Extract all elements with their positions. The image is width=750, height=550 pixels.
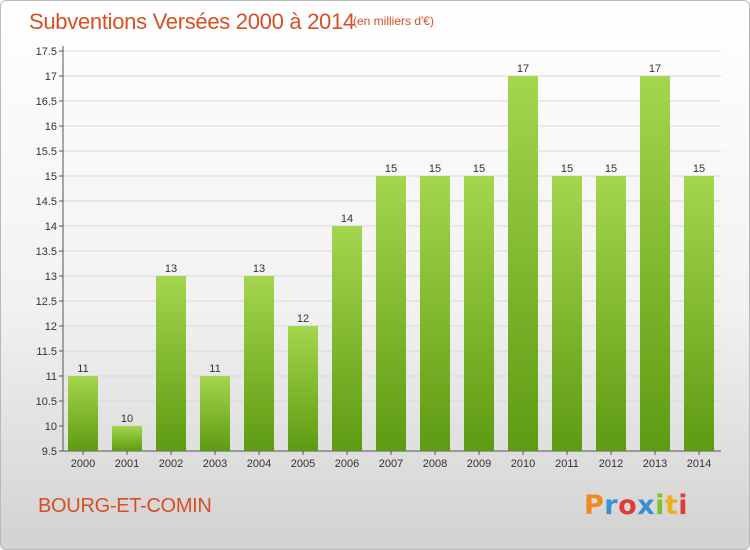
data-label: 17 [517,63,529,75]
bar [684,176,714,451]
y-tick-label: 10.5 [36,396,57,408]
chart-title: Subventions Versées 2000 à 2014 [29,9,355,34]
y-tick-label: 14.5 [36,196,57,208]
x-tick-label: 2014 [687,458,711,470]
data-label: 17 [649,63,661,75]
data-label: 11 [209,363,220,375]
x-tick-label: 2003 [203,458,227,470]
y-tick-label: 14 [45,221,57,233]
y-tick-label: 10 [45,421,57,433]
bars [68,76,714,451]
data-label: 15 [561,163,573,175]
unit-note: (en milliers d'€) [353,14,434,28]
y-tick-label: 16 [45,121,57,133]
bar [464,176,494,451]
y-tick-label: 11.5 [36,346,57,358]
y-tick-label: 13 [45,271,57,283]
data-label: 11 [77,363,88,375]
data-label: 13 [253,263,265,275]
bar [156,276,186,451]
bar [508,76,538,451]
x-tick-label: 2012 [599,458,623,470]
y-tick-label: 15.5 [36,146,57,158]
bar [244,276,274,451]
x-tick-label: 2002 [159,458,183,470]
x-tick-label: 2013 [643,458,667,470]
data-label: 15 [693,163,705,175]
y-tick-label: 12 [45,321,57,333]
x-tick-label: 2004 [247,458,271,470]
data-label: 15 [473,163,485,175]
bar [112,426,142,451]
y-tick-label: 17 [45,71,57,83]
data-label: 12 [297,313,309,325]
bar [68,376,98,451]
y-tick-label: 15 [45,171,57,183]
bar [640,76,670,451]
y-tick-label: 9.5 [42,446,57,458]
data-label: 14 [341,213,353,225]
y-tick-label: 17.5 [36,46,57,58]
data-label: 15 [429,163,441,175]
x-tick-label: 2008 [423,458,447,470]
y-tick-label: 11 [46,371,57,383]
proxiti-logo: Proxiti [584,490,689,521]
y-tick-label: 13.5 [36,246,57,258]
y-tick-label: 12.5 [36,296,57,308]
bar [288,326,318,451]
bar [376,176,406,451]
x-tick-label: 2001 [115,458,139,470]
x-tick-label: 2007 [379,458,403,470]
bar [596,176,626,451]
data-labels: 11 10 13 11 13 12 14 15 15 15 17 15 15 17 15 [77,63,705,425]
x-tick-label: 2006 [335,458,359,470]
bar [552,176,582,451]
x-tick-label: 2000 [71,458,95,470]
bar [420,176,450,451]
commune-name: BOURG-ET-COMIN [38,495,212,517]
x-tick-label: 2010 [511,458,535,470]
data-label: 13 [165,263,177,275]
data-label: 10 [121,413,133,425]
axes: 9.5 10 10.5 11 11.5 12 12.5 13 13.5 14 14.5 15 15.5 1… [36,46,721,470]
x-tick-label: 2011 [555,458,579,470]
x-tick-label: 2009 [467,458,491,470]
data-label: 15 [605,163,617,175]
data-label: 15 [385,163,397,175]
bar [200,376,230,451]
x-tick-label: 2005 [291,458,315,470]
y-tick-label: 16.5 [36,96,57,108]
bar [332,226,362,451]
